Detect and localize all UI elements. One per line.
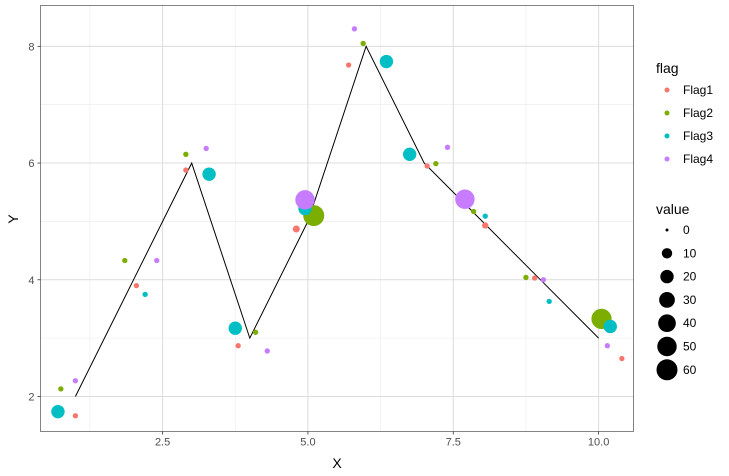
x-tick-label-3: 10.0 <box>588 437 609 449</box>
legend-size-key-6 <box>656 359 678 381</box>
point-flag2-1 <box>122 257 128 264</box>
legend-size-key-2 <box>660 269 674 284</box>
point-flag3-5 <box>379 54 394 69</box>
point-flag3-2 <box>202 167 216 181</box>
series-flag1 <box>72 62 625 419</box>
point-flag2-3 <box>252 329 259 335</box>
y-axis-ticks: 2 4 6 8 <box>28 41 41 403</box>
legend-color-key-2 <box>664 133 670 139</box>
x-tick-label-2: 7.5 <box>446 437 461 449</box>
point-flag4-8 <box>540 277 547 283</box>
point-flag4-0 <box>72 378 79 384</box>
legend-size-key-0 <box>665 228 669 232</box>
legend-size-label-1: 10 <box>683 246 697 260</box>
point-flag3-9 <box>603 319 617 334</box>
point-flag1-3 <box>235 343 241 349</box>
legend-color-key-3 <box>664 156 670 162</box>
legend-size-key-5 <box>657 336 677 357</box>
point-flag1-9 <box>619 355 625 362</box>
point-flag3-8 <box>546 298 552 305</box>
point-flag4-6 <box>444 144 451 150</box>
point-flag4-3 <box>264 348 270 354</box>
legend-size-label-2: 20 <box>683 270 697 284</box>
x-axis-title: X <box>332 455 342 471</box>
legend-size-label-4: 40 <box>683 316 697 330</box>
point-flag4-7 <box>455 189 475 209</box>
legend-size-title: value <box>656 201 690 217</box>
point-flag2-5 <box>360 40 366 47</box>
point-flag1-7 <box>482 222 489 229</box>
legend-size-label-0: 0 <box>683 223 690 237</box>
point-flag4-1 <box>154 257 160 264</box>
y-tick-label-1: 4 <box>28 275 34 287</box>
point-flag1-4 <box>292 225 300 233</box>
legend-size-key-4 <box>658 314 676 333</box>
y-tick-label-2: 6 <box>28 158 34 170</box>
x-tick-label-1: 5.0 <box>300 437 315 449</box>
x-tick-label-0: 2.5 <box>155 437 170 449</box>
point-flag1-8 <box>532 275 538 281</box>
series-line <box>74 44 599 397</box>
legend-size-key-3 <box>659 292 675 308</box>
point-flag1-1 <box>133 282 140 289</box>
point-flag2-8 <box>523 274 529 281</box>
point-flag1-2 <box>183 167 189 173</box>
plot-panel-border <box>40 5 634 432</box>
point-flag4-9 <box>604 343 611 349</box>
point-flag3-0 <box>51 404 65 419</box>
legend-size-key-1 <box>661 248 673 259</box>
point-flag1-0 <box>72 413 79 419</box>
y-tick-label-0: 2 <box>28 391 34 403</box>
legend-size-label-5: 50 <box>683 340 697 354</box>
point-flag1-6 <box>424 163 430 169</box>
point-flag3-1 <box>142 291 148 298</box>
x-axis-ticks: 2.5 5.0 7.5 10.0 <box>155 431 609 449</box>
point-flag2-6 <box>433 160 439 167</box>
point-flag4-5 <box>351 26 358 32</box>
legend: flag Flag1 Flag2 Flag3 Flag4 value 0 10 20 30 4… <box>656 60 713 381</box>
point-flag2-7 <box>470 208 477 215</box>
point-flag3-6 <box>402 147 417 162</box>
legend-color-key-1 <box>664 110 670 116</box>
point-flag1-5 <box>345 62 352 68</box>
legend-color-label-1: Flag2 <box>683 106 713 120</box>
point-flag4-4 <box>295 190 315 210</box>
line-path <box>74 44 599 397</box>
y-tick-label-3: 8 <box>28 41 34 53</box>
legend-color-title: flag <box>656 60 679 76</box>
point-flag2-2 <box>183 151 189 157</box>
point-flag3-3 <box>228 321 242 335</box>
series-flag4 <box>72 26 611 384</box>
point-flag3-7 <box>482 213 488 219</box>
legend-color-label-2: Flag3 <box>683 129 713 143</box>
legend-size-label-3: 30 <box>683 293 697 307</box>
data-points <box>51 26 625 419</box>
legend-color-key-0 <box>664 87 670 93</box>
legend-size-label-6: 60 <box>683 363 697 377</box>
legend-color-label-3: Flag4 <box>683 152 713 166</box>
point-flag2-0 <box>58 386 64 392</box>
legend-color-label-0: Flag1 <box>683 83 713 97</box>
y-axis-title: Y <box>5 214 21 224</box>
point-flag4-2 <box>203 145 209 152</box>
